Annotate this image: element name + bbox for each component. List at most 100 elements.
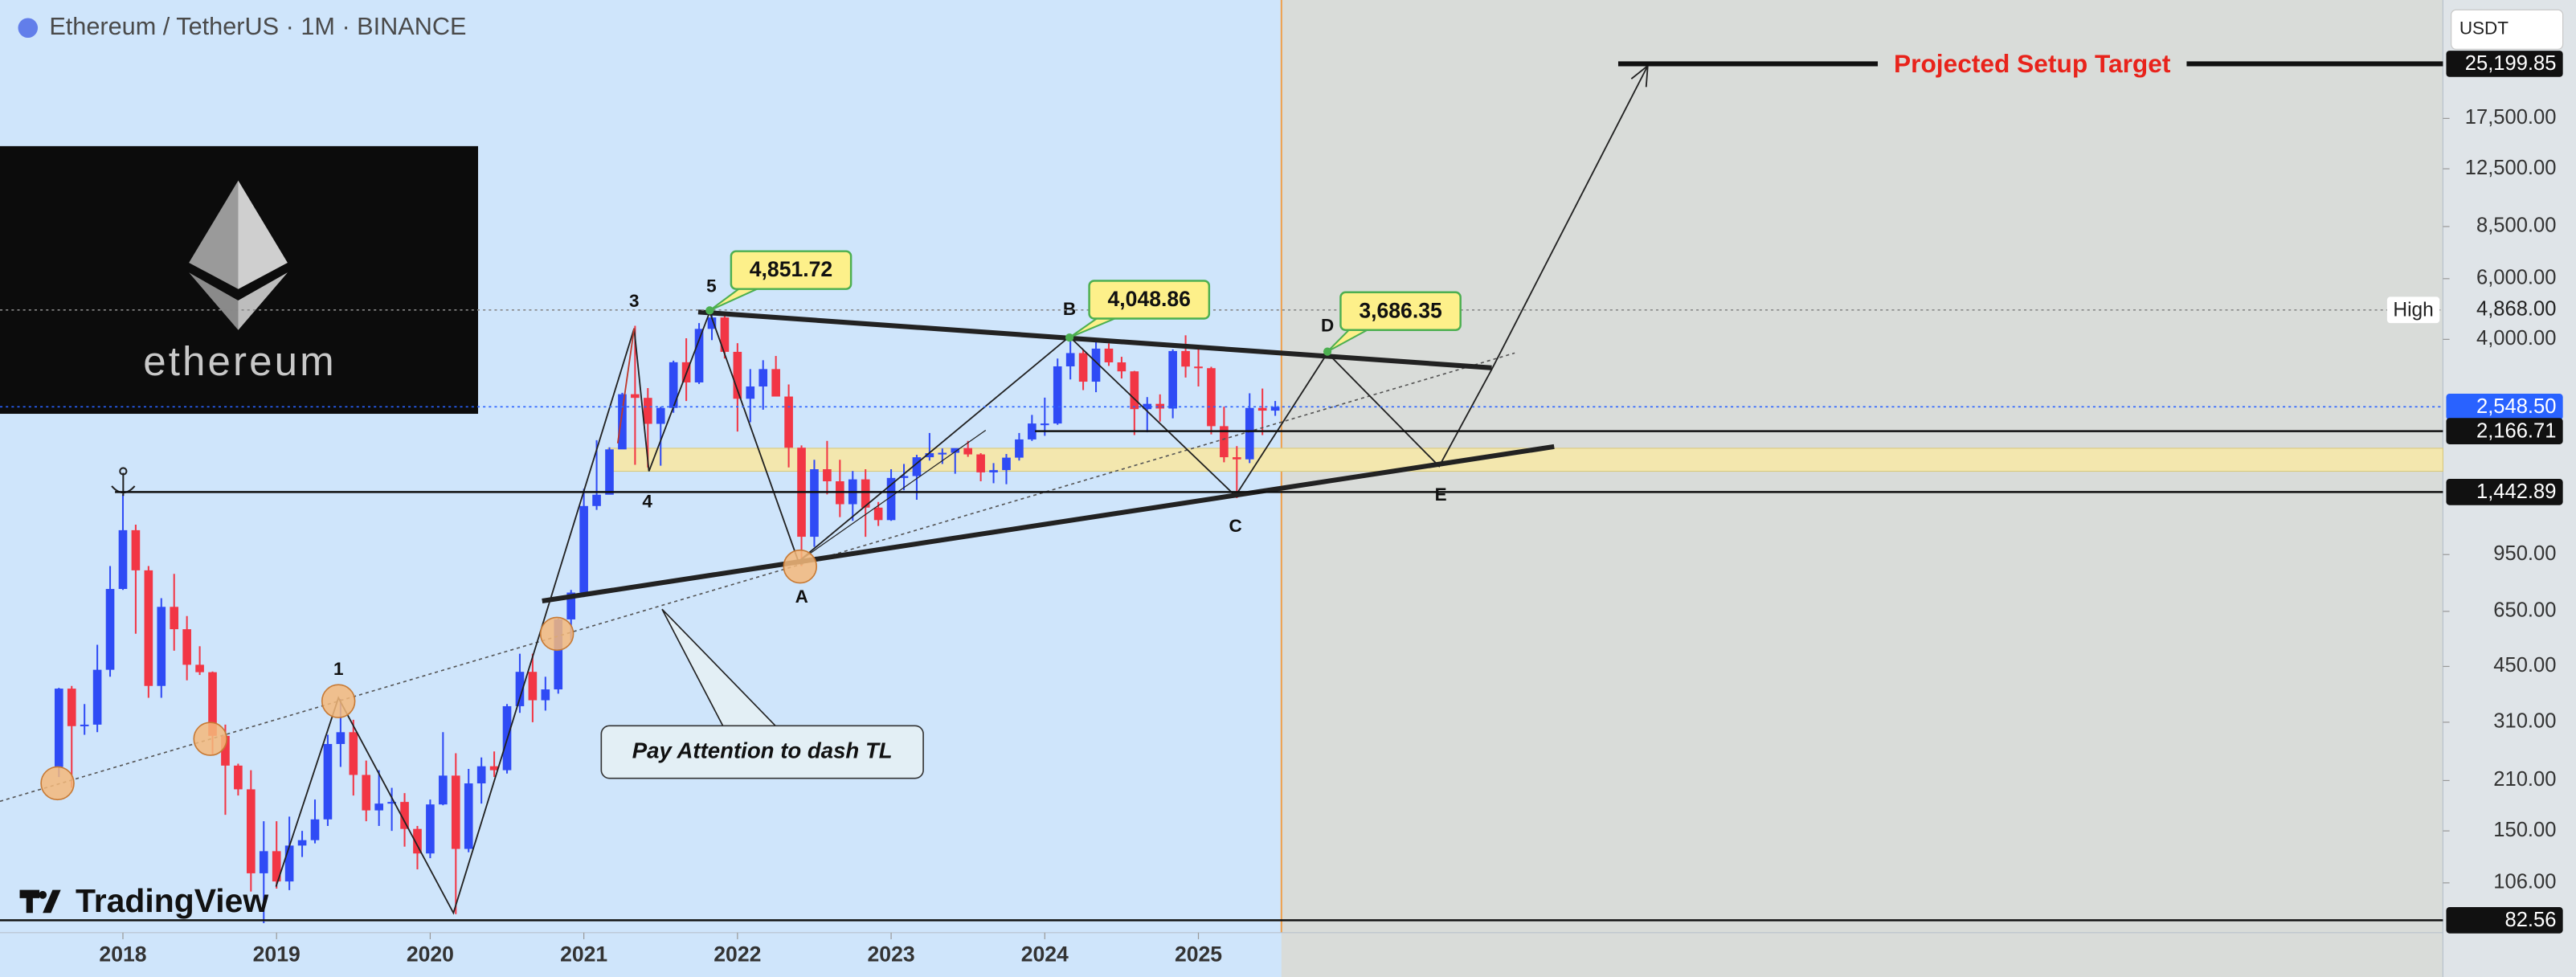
callout-label: 3,686.35: [1359, 298, 1442, 322]
logo-top-light: [238, 180, 288, 289]
wave-label: A: [795, 587, 808, 607]
wave-label: 5: [706, 276, 717, 296]
candle-body: [912, 457, 922, 476]
channel-line: [798, 429, 987, 562]
callout-dot: [1323, 347, 1332, 356]
candle-body: [1181, 350, 1190, 367]
candle-body: [234, 765, 243, 790]
candle-body: [707, 317, 717, 329]
x-tick-label: 2025: [1175, 942, 1222, 966]
brand-mark: [19, 889, 61, 914]
candle-body: [476, 766, 486, 784]
candle-body: [1015, 439, 1024, 458]
candle-body: [349, 732, 358, 775]
price-label: 25,199.85: [2465, 52, 2557, 75]
currency: USDT: [2459, 18, 2509, 39]
candle-body: [387, 802, 396, 804]
candle-body: [1232, 457, 1241, 460]
wave-label: 3: [629, 291, 640, 311]
wave-label: 1: [333, 659, 344, 679]
candle-body: [669, 362, 678, 408]
candle-body: [886, 477, 896, 521]
candle-body: [925, 453, 934, 458]
candle-body: [208, 672, 217, 736]
candle-body: [144, 570, 153, 686]
candle-body: [720, 317, 730, 352]
candle-body: [823, 469, 832, 482]
candle-body: [810, 469, 819, 538]
candle-body: [221, 735, 230, 766]
candle-body: [541, 689, 550, 701]
candle-body: [528, 672, 538, 701]
candle-body: [746, 386, 755, 399]
wave-3-line: [616, 328, 636, 444]
dash-trendline: [0, 352, 1515, 803]
candle-body: [771, 369, 780, 397]
callout-box: [730, 250, 853, 290]
wave-label: C: [1229, 516, 1241, 536]
x-tick-label: 2019: [253, 942, 301, 966]
anchor-ring: [119, 467, 128, 476]
y-tick-label: 310.00: [2493, 710, 2556, 733]
touch-points: [40, 549, 818, 801]
candle-body: [1040, 423, 1049, 426]
candle-body: [67, 689, 76, 726]
candle-body: [1002, 457, 1011, 471]
brand-dot: [39, 890, 47, 899]
axes: 106.00 150.00 210.00 310.00 450.00 650.00 950.…: [99, 51, 2563, 966]
candle-body: [618, 394, 627, 450]
touch-point: [539, 616, 574, 652]
candle-body: [157, 607, 166, 686]
note-text: Pay Attention to dash TL: [632, 738, 893, 762]
price-label: 2,548.50: [2476, 395, 2556, 418]
impulse-waves: [275, 311, 711, 915]
candle-body: [247, 789, 256, 873]
y-tick-label: 950.00: [2493, 542, 2556, 565]
candle-body: [1130, 371, 1139, 410]
overlay: Projected Setup Target 4,851.72 4,048.86 3,…: [0, 49, 2443, 922]
price-label-box: [2446, 394, 2563, 420]
lower-trendline: [542, 444, 1555, 604]
candle-body: [362, 775, 371, 811]
price-label: 2,166.71: [2476, 419, 2556, 442]
y-tick-label: 12,500.00: [2465, 157, 2557, 179]
candle-body: [1143, 403, 1152, 410]
x-tick-label: 2024: [1021, 942, 1069, 966]
callout-label: 4,048.86: [1108, 287, 1191, 311]
candle-body: [1257, 407, 1267, 411]
candle-body: [489, 766, 499, 771]
target-label: Projected Setup Target: [1894, 49, 2171, 78]
candle-body: [1245, 407, 1254, 460]
y-tick-label: 650.00: [2493, 599, 2556, 622]
price-label: 82.56: [2505, 909, 2557, 931]
chart-title: Ethereum / TetherUS · 1M · BINANCE: [49, 13, 466, 40]
candle-body: [272, 851, 281, 882]
candle-body: [1194, 366, 1203, 369]
y-tick-label: 17,500.00: [2465, 106, 2557, 129]
candle-body: [1168, 350, 1177, 409]
candle-body: [259, 851, 268, 873]
candle-body: [1117, 362, 1126, 372]
candle-body: [643, 398, 652, 424]
x-tick-label: 2018: [99, 942, 146, 966]
candle-body: [374, 803, 383, 811]
candle-body: [515, 672, 525, 706]
candle-body: [1028, 423, 1037, 439]
y-tick-label: 6,000.00: [2476, 267, 2556, 289]
symbol-icon: [18, 18, 39, 39]
candle-body: [323, 744, 333, 820]
candle-body: [1270, 407, 1280, 411]
candle-body: [899, 476, 909, 478]
touch-point: [321, 684, 356, 718]
candle-body: [605, 449, 614, 495]
x-tick-label: 2021: [560, 942, 607, 966]
y-tick-label: 210.00: [2493, 768, 2556, 791]
wave-label: D: [1321, 316, 1334, 336]
candle-body: [579, 505, 588, 593]
candle-body: [439, 775, 448, 805]
x-tick-label: 2023: [868, 942, 915, 966]
candle-body: [656, 407, 665, 424]
candle-body: [592, 494, 601, 506]
candle-body: [1091, 348, 1101, 382]
